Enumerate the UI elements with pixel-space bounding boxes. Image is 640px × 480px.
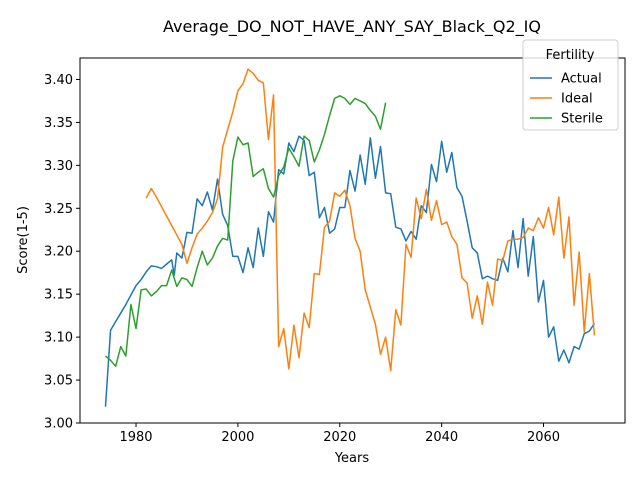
y-tick-label: 3.10 <box>44 331 73 346</box>
plot-lines <box>104 68 596 407</box>
x-axis-label: Years <box>334 451 370 466</box>
legend-label-ideal: Ideal <box>561 92 593 107</box>
legend: Fertility Actual Ideal Sterile <box>522 39 619 131</box>
legend-title: Fertility <box>546 48 595 63</box>
x-tick-label: 1980 <box>119 430 152 445</box>
legend-label-actual: Actual <box>561 72 602 87</box>
series-line-ideal <box>145 68 596 372</box>
y-tick-label: 3.35 <box>44 116 73 131</box>
x-axis: 1980 2000 2020 2040 2060 <box>119 423 560 445</box>
plot-frame <box>79 57 626 424</box>
x-tick-label: 2000 <box>221 430 254 445</box>
y-tick-label: 3.00 <box>44 417 73 432</box>
chart-title: Average_DO_NOT_HAVE_ANY_SAY_Black_Q2_IQ <box>163 17 541 37</box>
legend-box <box>522 39 619 131</box>
y-tick-label: 3.30 <box>44 159 73 174</box>
y-tick-label: 3.05 <box>44 374 73 389</box>
series-line-actual <box>104 135 596 407</box>
y-tick-label: 3.20 <box>44 245 73 260</box>
y-axis-label: Score(1-5) <box>16 206 31 274</box>
legend-label-sterile: Sterile <box>561 112 603 127</box>
y-axis: 3.00 3.05 3.10 3.15 3.20 3.25 3.30 3.35 3.40 <box>44 73 80 432</box>
y-tick-label: 3.40 <box>44 73 73 88</box>
series-line-sterile <box>104 95 387 368</box>
y-tick-label: 3.25 <box>44 202 73 217</box>
x-tick-label: 2020 <box>323 430 356 445</box>
x-tick-label: 2040 <box>425 430 458 445</box>
y-tick-label: 3.15 <box>44 288 73 303</box>
x-tick-label: 2060 <box>527 430 560 445</box>
